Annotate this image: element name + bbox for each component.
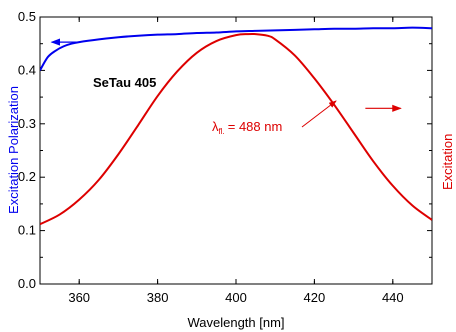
y-tick-label: 0.5 xyxy=(18,9,36,24)
emission-wavelength-label: λfl. = 488 nm xyxy=(212,119,282,136)
arrow-layer xyxy=(50,38,402,112)
series-layer xyxy=(40,26,432,226)
y-tick-label: 0.4 xyxy=(18,62,36,77)
plot-frame xyxy=(39,16,433,285)
y-axis-title-left: Excitation Polarization xyxy=(6,86,21,214)
series-line-0 xyxy=(40,26,432,71)
lambda-symbol: λ xyxy=(212,119,219,134)
y-tick-label: 0.0 xyxy=(18,276,36,291)
y-tick-label: 0.2 xyxy=(18,169,36,184)
x-axis-title: Wavelength [nm] xyxy=(187,315,284,330)
emission-label-leader xyxy=(301,100,337,128)
y-tick-label: 0.3 xyxy=(18,116,36,131)
lambda-value: = 488 nm xyxy=(228,119,283,134)
y-axis-ticks: 0.0 0.1 0.2 0.3 0.4 0.5 xyxy=(18,9,432,291)
series-line-1 xyxy=(40,32,432,226)
y-tick-label: 0.1 xyxy=(18,223,36,238)
lambda-subscript: fl. xyxy=(219,127,225,136)
x-axis-ticks: 360 380 400 420 440 xyxy=(68,17,404,305)
sample-label: SeTau 405 xyxy=(93,75,156,90)
x-tick-label: 380 xyxy=(147,290,169,305)
x-tick-label: 360 xyxy=(68,290,90,305)
y-axis-title-right: Excitation xyxy=(440,134,455,190)
x-tick-label: 440 xyxy=(382,290,404,305)
x-tick-label: 420 xyxy=(304,290,326,305)
x-tick-label: 400 xyxy=(225,290,247,305)
